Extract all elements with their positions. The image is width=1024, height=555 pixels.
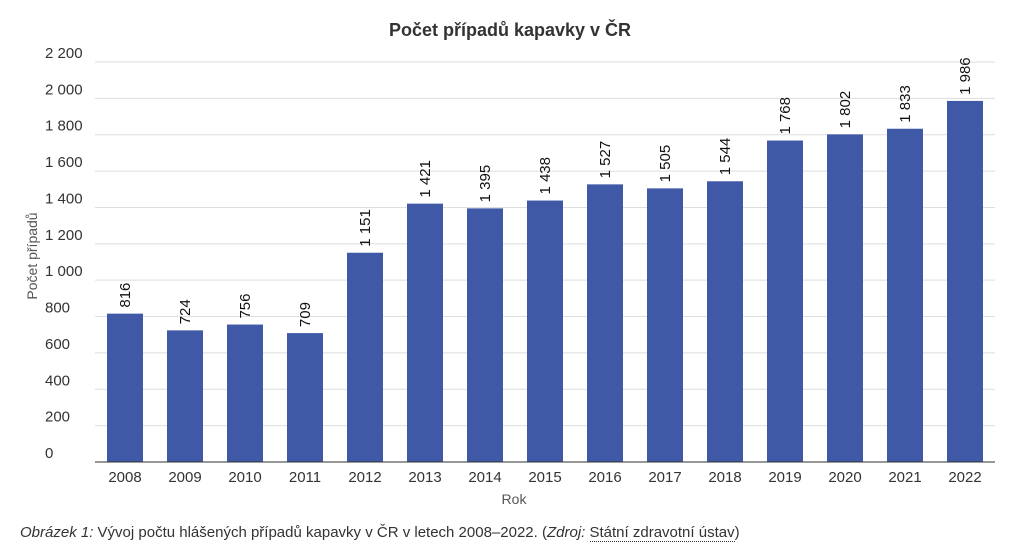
x-tick-label: 2015 [528,469,561,486]
bar-2022 [947,100,983,462]
data-label: 1 395 [477,165,494,203]
data-label: 1 768 [777,97,794,135]
y-tick-label: 2 200 [45,45,83,62]
x-tick-label: 2018 [708,469,741,486]
caption-source-label: Zdroj: [546,524,586,541]
data-label: 756 [237,294,254,319]
figure-caption: Obrázek 1: Vývoj počtu hlášených případů… [20,524,740,542]
x-tick-label: 2017 [648,469,681,486]
y-tick-label: 1 400 [45,190,83,207]
x-tick-label: 2008 [108,469,141,486]
caption-text: Vývoj počtu hlášených případů kapavky v … [93,524,547,541]
bar-2009 [167,330,203,462]
data-labels: 816 724 756 709 1 151 1 421 1 395 1 438 1 527 1 5… [117,57,974,327]
data-label: 1 151 [357,209,374,247]
y-tick-label: 800 [45,300,70,317]
y-tick-label: 1 000 [45,263,83,280]
y-tick-label: 0 [45,445,53,462]
x-tick-label: 2016 [588,469,621,486]
y-tick-label: 1 800 [45,118,83,135]
y-axis-label: Počet případů [24,212,40,299]
data-label: 724 [177,299,194,324]
caption-close: ) [734,524,740,541]
data-label: 1 544 [717,138,734,176]
data-label: 816 [117,283,134,308]
y-axis-ticks: 0 200 400 600 800 1 000 1 200 1 400 1 600 1 800 2 … [45,45,83,462]
data-label: 709 [297,302,314,327]
x-tick-label: 2020 [828,469,861,486]
bar-2013 [407,203,443,463]
bar-2021 [887,128,923,462]
bar-2015 [527,200,563,462]
x-tick-label: 2010 [228,469,261,486]
bar-2019 [767,140,803,462]
y-tick-label: 200 [45,409,70,426]
x-tick-label: 2009 [168,469,201,486]
bar-2018 [707,181,743,463]
data-label: 1 421 [417,160,434,198]
x-axis-ticks: 2008 2009 2010 2011 2012 2013 2014 2015 2016 2017… [108,469,981,486]
x-tick-label: 2014 [468,469,501,486]
bar-2011 [287,333,323,462]
x-tick-label: 2021 [888,469,921,486]
bar-2008 [107,313,143,462]
data-label: 1 833 [897,85,914,123]
caption-source-link[interactable]: Státní zdravotní ústav [589,524,735,542]
data-label: 1 986 [957,57,974,95]
x-tick-label: 2013 [408,469,441,486]
x-tick-label: 2012 [348,469,381,486]
y-tick-label: 600 [45,336,70,353]
bar-2016 [587,184,623,462]
y-tick-label: 1 600 [45,154,83,171]
data-label: 1 505 [657,145,674,183]
bar-2017 [647,188,683,462]
chart-title: Počet případů kapavky v ČR [389,19,631,40]
x-tick-label: 2022 [948,469,981,486]
data-label: 1 438 [537,157,554,195]
bar-2012 [347,252,383,462]
caption-figure-label: Obrázek 1: [20,524,94,541]
data-label: 1 527 [597,141,614,179]
bar-2014 [467,208,503,462]
bar-chart: Počet případů kapavky v ČR 0 200 400 600 800… [24,19,995,507]
y-tick-label: 400 [45,372,70,389]
bar-2010 [227,324,263,462]
x-tick-label: 2019 [768,469,801,486]
y-tick-label: 1 200 [45,227,83,244]
x-tick-label: 2011 [289,469,321,486]
data-label: 1 802 [837,91,854,129]
bar-2020 [827,134,863,462]
x-axis-label: Rok [502,491,528,507]
bars [107,100,983,463]
y-tick-label: 2 000 [45,81,83,98]
